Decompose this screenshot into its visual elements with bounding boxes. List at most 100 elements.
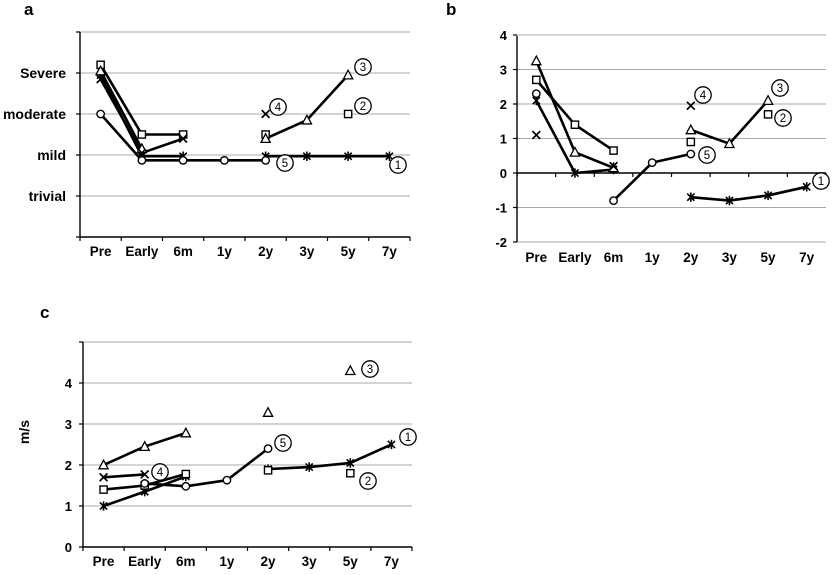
annotation-circle [269,98,287,116]
series-1-marker-asterisk [763,190,773,201]
y-tick-label: Severe [20,65,66,81]
x-tick-label: Pre [525,250,547,265]
annotation-circle [359,472,377,490]
series-3-marker-triangle [262,406,274,417]
x-tick-label: 2y [261,554,277,569]
x-tick-label: 3y [299,244,315,259]
annotation-circle [774,109,792,127]
annotation-number: 3 [367,364,373,376]
series-2-marker-square [263,466,273,475]
x-tick-label: 5y [343,554,359,569]
series-2-marker-square [686,137,696,147]
series-5-marker-circle [178,155,188,165]
annotation-number: 5 [280,438,286,450]
x-tick-label: Early [558,250,592,265]
series-3-marker-triangle [139,440,151,451]
panel-a-chart: Pre Early 6m 1y 2y 3y 5y 7y Severe moderate mild tr… [3,31,411,259]
series-3-marker-triangle [569,146,581,157]
series-4-marker-x [686,101,696,111]
series-5-marker-circle [181,481,191,491]
x-tick-label: 6m [604,250,624,265]
series-5-marker-circle [140,479,150,488]
series-5-marker-circle [609,196,618,206]
series-3-marker-triangle [344,364,356,376]
series-1-line [689,185,808,202]
series-5-marker-circle [222,475,232,485]
series-2-marker-square [570,120,580,129]
panel-a: a Pre Early 6m 1y 2y 3y 5y 7y Severe moderate mild… [0,0,416,280]
panel-b: b Pre Early 6m 1y 2y 3y 5y 7y 4 3 2 1 0 -1 -2 1 2 3 4 5 [416,0,832,280]
annotation-number: 5 [282,158,288,170]
annotation-number: 4 [157,467,164,479]
series-4-marker-x [140,469,150,479]
y-tick-label: trivial [29,188,66,204]
series-5-marker-circle [96,109,106,119]
series-label-4: 4 [269,98,287,116]
series-3-marker-triangle [259,132,272,144]
series-1-marker-asterisk [570,168,580,178]
annotation-circle [354,58,372,76]
series-3-line [689,99,770,145]
annotation-circle [698,146,716,164]
y-tick-label: -2 [495,235,507,250]
series-5-marker-circle [531,89,541,99]
series-4-line [99,77,185,155]
x-tick-label: 7y [799,250,815,265]
series-1-marker-asterisk [343,151,353,161]
series-5-line [143,447,270,488]
x-tick-label: 1y [217,244,233,259]
annotation-number: 2 [365,476,371,488]
y-tick-label: moderate [3,106,66,122]
series-label-4: 4 [694,86,712,104]
series-label-3: 3 [354,58,372,76]
series-5-marker-circle [219,155,229,165]
annotation-number: 5 [704,150,710,162]
series-label-4: 4 [151,463,169,481]
y-tick-label: 3 [500,63,507,78]
annotation-circle [276,154,294,172]
series-1-marker-asterisk [305,462,314,472]
series-2-marker-square [609,146,618,155]
series-label-2: 2 [354,97,372,115]
series-3-marker-triangle [723,137,736,149]
y-axis-title: m/s [16,420,32,444]
x-tick-label: 2y [258,244,274,259]
series-1-marker-asterisk [346,458,355,468]
series-3-marker-triangle [180,426,192,438]
series-2-marker-square [99,485,108,494]
panel-b-letter: b [446,0,457,19]
x-tick-label: 5y [341,244,357,259]
annotation-circle [771,79,789,97]
x-tick-label: 3y [302,554,318,569]
series-1-marker-asterisk [802,182,811,192]
x-tick-label: Early [125,244,159,259]
panel-b-chart: Pre Early 6m 1y 2y 3y 5y 7y 4 3 2 1 0 -1 -2 1 2 3 4 5 [495,28,830,265]
series-label-1: 1 [812,172,830,190]
x-tick-label: Pre [90,244,112,259]
series-label-3: 3 [361,360,379,378]
y-tick-label: 4 [500,28,508,43]
panel-c-letter: c [40,303,50,322]
series-1-line [266,443,393,471]
y-tick-label: 1 [500,132,507,147]
x-tick-label: 7y [384,554,400,569]
x-tick-label: 6m [176,554,196,569]
series-label-5: 5 [274,434,292,452]
series-5-marker-circle [261,155,271,165]
x-tick-label: 1y [645,250,661,265]
series-label-1: 1 [399,428,417,446]
y-tick-label: 4 [65,376,73,391]
series-3-marker-triangle [530,54,542,66]
annotation-circle [812,172,830,190]
series-2-marker-square [763,110,773,119]
y-tick-label: 2 [65,458,72,473]
x-tick-label: 1y [219,554,235,569]
annotation-number: 2 [360,101,366,113]
annotation-circle [694,86,712,104]
series-3-marker-triangle [342,68,354,80]
series-4-line [102,473,146,479]
series-5-marker-circle [137,155,147,165]
annotation-circle [361,360,379,378]
series-2-marker-square [346,468,355,478]
series-2-marker-square [181,469,191,479]
